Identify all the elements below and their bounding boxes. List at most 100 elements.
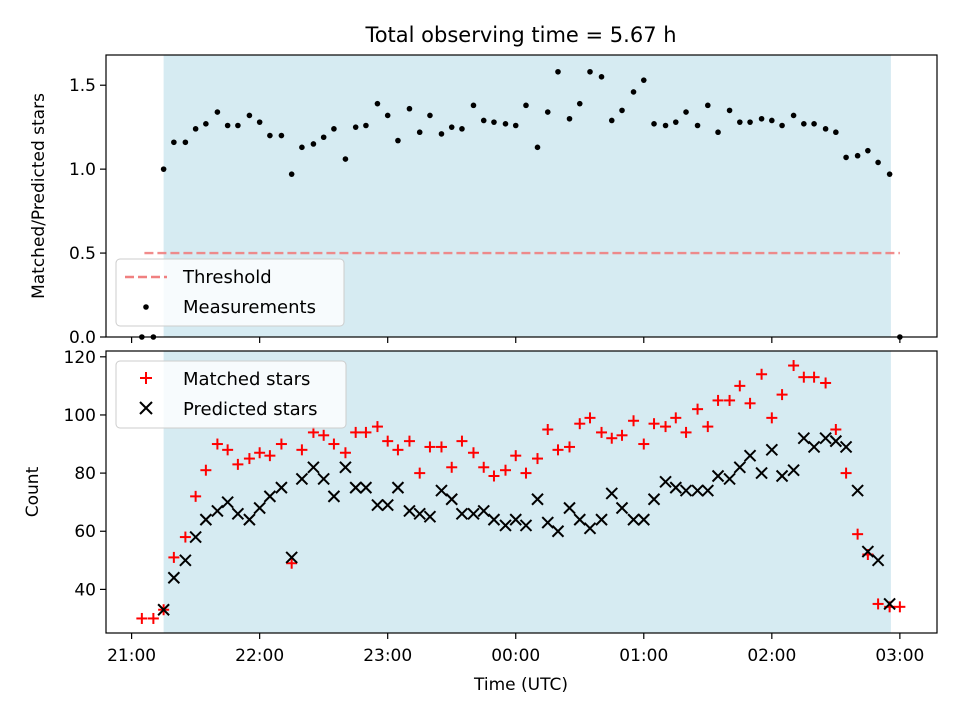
predicted-star-point xyxy=(531,493,544,506)
matched-star-point xyxy=(254,447,266,459)
measurement-point xyxy=(822,126,829,132)
bottom-y-tick-label: 100 xyxy=(64,406,96,426)
matched-star-point xyxy=(776,389,788,401)
measurement-point xyxy=(448,124,455,130)
predicted-star-point xyxy=(871,554,885,567)
predicted-star-point xyxy=(349,481,362,494)
matched-star-point xyxy=(435,441,447,453)
predicted-star-point xyxy=(775,469,789,483)
predicted-star-point xyxy=(487,513,501,526)
matched-star-point xyxy=(296,444,308,456)
matched-star-point xyxy=(520,467,532,479)
top-x-ticks xyxy=(131,337,901,343)
measurement-point xyxy=(662,122,669,129)
measurement-point xyxy=(566,115,573,122)
matched-star-point xyxy=(552,444,564,456)
predicted-star-point xyxy=(403,504,416,518)
measurement-point xyxy=(267,132,273,139)
top-plot-frame xyxy=(105,54,938,338)
predicted-star-point xyxy=(691,484,704,497)
bottom-y-axis-label: Count xyxy=(23,466,43,517)
measurement-point xyxy=(608,117,615,124)
matched-star-point xyxy=(168,551,180,563)
matched-star-point xyxy=(307,426,319,438)
measurement-point xyxy=(737,119,743,125)
matched-star-point xyxy=(648,418,660,430)
matched-star-point xyxy=(499,464,511,476)
bottom-plot-frame xyxy=(105,350,938,634)
matched-star-point xyxy=(766,412,778,424)
matched-star-point xyxy=(808,371,820,383)
bottom-y-tick-label: 80 xyxy=(74,464,96,484)
measurement-point xyxy=(555,68,561,75)
predicted-star-point xyxy=(243,513,256,526)
legend-measurements-label: Measurements xyxy=(183,297,316,318)
predicted-star-point xyxy=(807,440,821,454)
measurement-point xyxy=(331,126,337,132)
measurement-point xyxy=(480,117,487,124)
predicted-star-point xyxy=(519,519,533,532)
predicted-star-point xyxy=(167,571,181,584)
measurement-point xyxy=(171,139,177,146)
predicted-star-point xyxy=(413,507,426,521)
matched-star-point xyxy=(424,441,436,453)
predicted-star-point xyxy=(551,525,565,538)
measurement-point xyxy=(363,122,369,129)
predicted-star-point xyxy=(285,551,298,564)
predicted-star-point xyxy=(701,484,715,497)
measurement-point xyxy=(416,129,423,136)
matched-star-point xyxy=(136,612,148,624)
predicted-star-point xyxy=(829,434,843,448)
measurement-point xyxy=(886,171,893,177)
measurement-point xyxy=(214,109,221,115)
matched-star-point xyxy=(734,380,746,392)
legend-predicted-label: Predicted stars xyxy=(183,399,317,420)
measurement-point xyxy=(224,122,231,129)
matched-star-point xyxy=(147,612,159,624)
predicted-star-point xyxy=(295,472,309,486)
predicted-star-point xyxy=(573,513,586,526)
predicted-star-point xyxy=(371,498,384,512)
predicted-star-point xyxy=(231,507,245,521)
matched-star-point xyxy=(852,528,864,540)
matched-star-point xyxy=(712,394,724,406)
matched-star-point xyxy=(628,415,640,427)
predicted-star-point xyxy=(595,513,608,526)
measurement-point xyxy=(427,112,433,119)
bottom-y-tick-label: 120 xyxy=(64,348,96,368)
matched-star-point xyxy=(371,421,383,433)
measurement-point xyxy=(342,156,349,162)
predicted-star-point xyxy=(883,597,896,611)
predicted-star-point xyxy=(391,481,405,494)
bottom-x-axis: 21:00 22:00 23:00 00:00 01:00 02:00 03:00 xyxy=(107,633,924,666)
predicted-star-point xyxy=(733,461,747,474)
matched-star-point xyxy=(872,598,884,610)
predicted-star-point xyxy=(723,472,736,486)
matched-star-point xyxy=(894,601,906,613)
matched-star-point xyxy=(403,435,415,447)
measurement-point xyxy=(502,121,509,127)
matched-star-point xyxy=(318,429,330,441)
matched-star-point xyxy=(692,403,704,415)
predicted-star-point xyxy=(477,504,490,518)
measurement-point xyxy=(278,132,285,139)
matched-star-point xyxy=(830,423,842,435)
x-tick-label: 21:00 xyxy=(107,646,156,666)
top-y-tick-label: 1.0 xyxy=(69,160,96,180)
figure-title: Total observing time = 5.67 h xyxy=(364,23,676,47)
predicted-star-point xyxy=(199,513,213,526)
matched-star-point xyxy=(211,438,223,450)
top-y-axis: 0.0 0.5 1.0 1.5 xyxy=(69,76,106,348)
measurement-point xyxy=(192,126,199,132)
predicted-star-point xyxy=(797,432,811,445)
predicted-star-point xyxy=(339,461,352,474)
measurement-point xyxy=(384,112,391,119)
predicted-star-point xyxy=(711,469,725,483)
measurement-point xyxy=(512,122,519,129)
matched-star-point xyxy=(414,467,426,479)
matched-star-point xyxy=(179,531,191,543)
matched-star-point xyxy=(596,426,608,438)
matched-star-point xyxy=(724,394,736,406)
measurement-point xyxy=(875,159,881,166)
matched-star-point xyxy=(532,453,544,465)
